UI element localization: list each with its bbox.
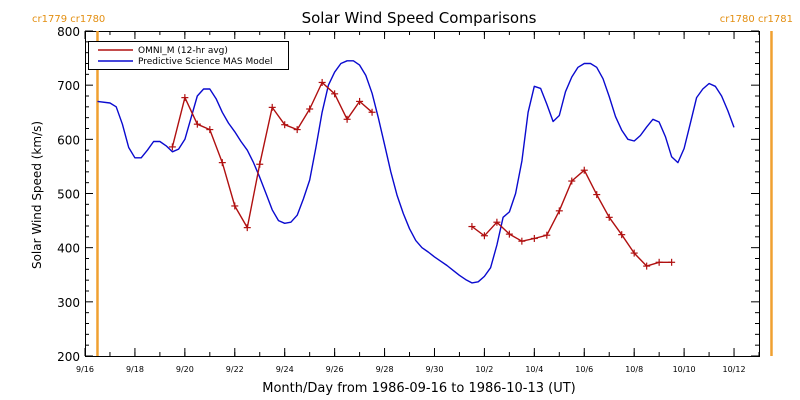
data-point xyxy=(518,237,526,245)
y-tick-label: 300 xyxy=(57,296,80,310)
data-point xyxy=(206,126,214,134)
data-point xyxy=(343,115,351,123)
data-point xyxy=(655,258,663,266)
x-axis: 9/16 9/18 9/20 9/22 9/24 9/26 9/28 9/30 10/2 10/4… xyxy=(76,31,760,374)
data-point xyxy=(181,94,189,102)
data-point xyxy=(468,223,476,231)
y-tick-label: 700 xyxy=(57,79,80,93)
data-point xyxy=(530,234,538,242)
x-tick-label: 10/6 xyxy=(575,365,593,374)
data-point xyxy=(306,105,314,113)
x-tick-label: 9/22 xyxy=(226,365,244,374)
legend-box xyxy=(88,41,289,70)
data-point xyxy=(356,97,364,105)
y-axis-label: Solar Wind Speed (km/s) xyxy=(30,121,44,269)
data-point xyxy=(593,191,601,199)
data-point xyxy=(505,230,513,238)
y-tick-label: 800 xyxy=(57,25,80,39)
y-tick-label: 400 xyxy=(57,242,80,256)
x-tick-label: 10/2 xyxy=(475,365,493,374)
rotation-label: cr1779 cr1780 xyxy=(32,14,105,25)
x-tick-label: 9/24 xyxy=(276,365,294,374)
carrington-rotation-layer: cr1779 cr1780 cr1780 cr1781 xyxy=(32,14,793,356)
x-tick-label: 10/4 xyxy=(525,365,543,374)
data-point xyxy=(555,207,563,215)
data-point xyxy=(493,218,501,226)
data-point xyxy=(618,231,626,239)
data-point xyxy=(218,159,226,167)
rotation-label: cr1780 cr1781 xyxy=(720,14,793,25)
data-point xyxy=(243,224,251,232)
data-point xyxy=(231,202,239,210)
data-point xyxy=(543,231,551,239)
y-axis: 200 300 400 500 600 700 800 xyxy=(57,25,759,364)
data-point xyxy=(318,78,326,86)
x-tick-label: 10/10 xyxy=(673,365,696,374)
y-tick-label: 500 xyxy=(57,188,80,202)
plot-frame xyxy=(85,31,760,357)
x-axis-label: Month/Day from 1986-09-16 to 1986-10-13 … xyxy=(262,381,575,396)
data-point xyxy=(568,177,576,185)
series-line xyxy=(471,169,672,267)
data-point xyxy=(605,213,613,221)
data-point xyxy=(480,232,488,240)
x-tick-label: 9/30 xyxy=(425,365,443,374)
x-tick-label: 9/20 xyxy=(176,365,194,374)
data-point xyxy=(293,126,301,134)
x-tick-label: 9/26 xyxy=(326,365,344,374)
data-point xyxy=(281,121,289,129)
legend-label-mas: Predictive Science MAS Model xyxy=(138,57,273,67)
data-point xyxy=(268,103,276,111)
data-point xyxy=(331,90,339,98)
data-point xyxy=(630,249,638,257)
data-point xyxy=(256,160,264,168)
y-tick-label: 200 xyxy=(57,350,80,364)
x-tick-label: 9/28 xyxy=(376,365,394,374)
series-layer xyxy=(97,60,735,284)
series-line xyxy=(97,60,735,284)
legend-label-omni: OMNI_M (12-hr avg) xyxy=(138,46,228,56)
data-point xyxy=(643,262,651,270)
data-point xyxy=(368,108,376,116)
data-point xyxy=(168,143,176,151)
x-tick-label: 10/8 xyxy=(625,365,643,374)
legend: OMNI_M (12-hr avg) Predictive Science MA… xyxy=(88,41,289,70)
data-point xyxy=(580,166,588,174)
y-tick-label: 600 xyxy=(57,133,80,147)
x-tick-label: 10/12 xyxy=(723,365,746,374)
x-tick-label: 9/16 xyxy=(76,365,94,374)
chart-title: Solar Wind Speed Comparisons xyxy=(302,9,537,27)
data-point xyxy=(668,258,676,266)
data-point xyxy=(193,120,201,128)
x-tick-label: 9/18 xyxy=(126,365,144,374)
